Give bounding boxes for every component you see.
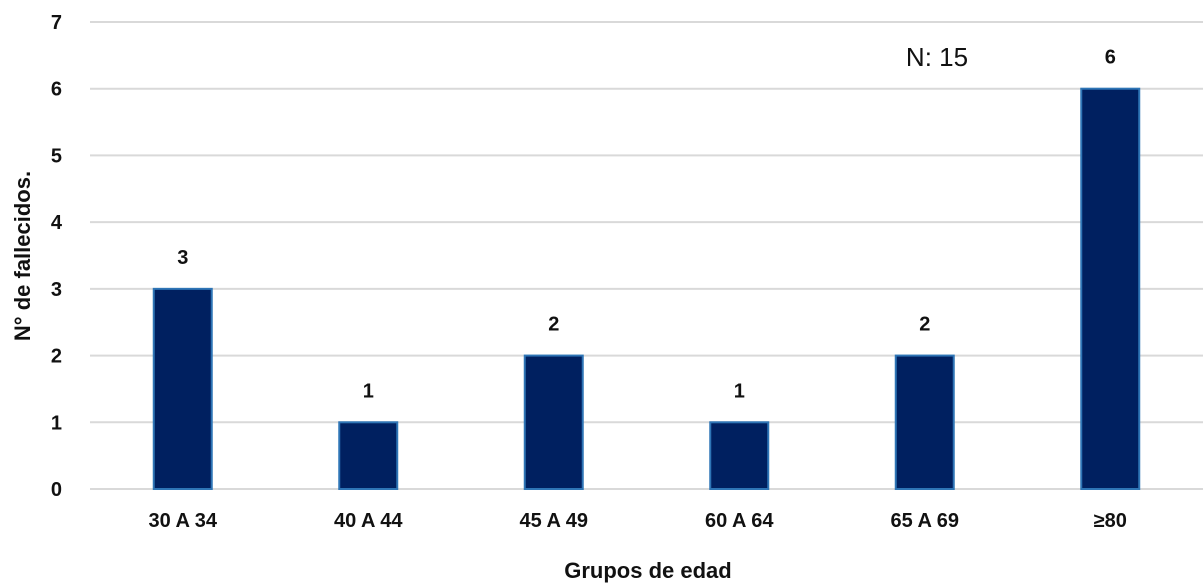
x-axis-title: Grupos de edad: [564, 558, 731, 583]
x-tick-label: 30 A 34: [148, 510, 217, 532]
data-label: 3: [177, 247, 188, 269]
x-tick-label: 45 A 49: [519, 510, 588, 532]
data-label: 1: [734, 380, 745, 402]
x-tick-label: 60 A 64: [705, 510, 774, 532]
data-label: 2: [548, 314, 559, 336]
bar: [338, 421, 399, 490]
y-tick-label: 7: [51, 12, 62, 34]
bar: [709, 421, 770, 490]
x-tick-label: ≥80: [1094, 510, 1127, 532]
data-label: 2: [919, 314, 930, 336]
bars: [152, 87, 1141, 491]
y-tick-label: 3: [51, 279, 62, 301]
gridlines: [90, 21, 1203, 490]
y-tick-label: 0: [51, 479, 62, 501]
bar: [523, 354, 584, 491]
data-labels: 3 1 2 1 2 6: [177, 47, 1116, 403]
x-tick-label: 40 A 44: [334, 510, 403, 532]
bar: [894, 354, 955, 491]
y-tick-label: 2: [51, 346, 62, 368]
bar: [1080, 87, 1141, 490]
y-tick-label: 5: [51, 145, 62, 167]
y-tick-label: 1: [51, 412, 62, 434]
y-tick-label: 6: [51, 79, 62, 101]
data-label: 6: [1105, 47, 1116, 69]
y-tick-label: 4: [51, 212, 63, 234]
y-axis-ticks: 0 1 2 3 4 5 6 7: [51, 12, 63, 501]
x-tick-label: 65 A 69: [890, 510, 959, 532]
y-axis-title: N° de fallecidos.: [10, 171, 35, 341]
data-label: 1: [363, 380, 374, 402]
x-axis-ticks: 30 A 34 40 A 44 45 A 49 60 A 64 65 A 69 ≥80: [148, 510, 1126, 532]
annotation-n: N: 15: [906, 42, 968, 72]
bar: [152, 287, 213, 490]
